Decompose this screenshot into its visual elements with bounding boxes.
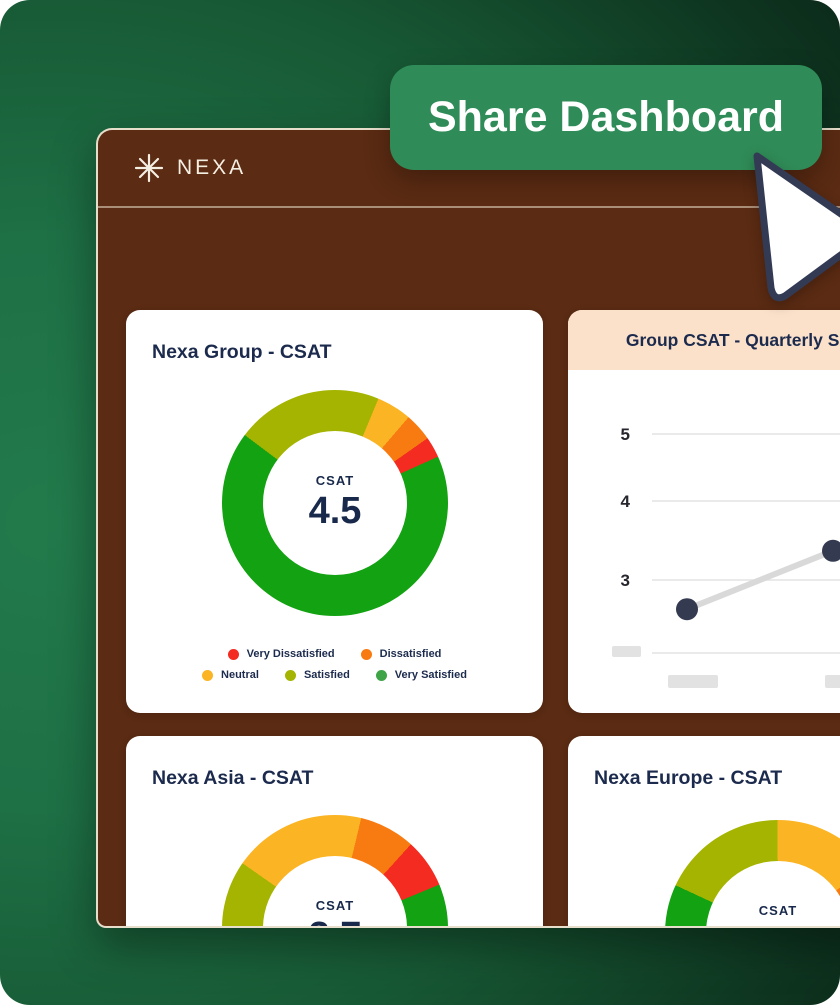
csat-label: CSAT bbox=[315, 473, 355, 488]
window-header: NEXA bbox=[98, 130, 840, 208]
europe-donut-chart: CSAT 4.3 bbox=[665, 820, 840, 926]
card-quarterly-scores: Group CSAT - Quarterly Scores 5 4 3 bbox=[568, 310, 840, 713]
brand-name: NEXA bbox=[177, 156, 247, 179]
card-title: Group CSAT - Quarterly Scores bbox=[625, 329, 840, 350]
csat-value: 4.5 bbox=[308, 490, 362, 532]
legend-item: Satisfied bbox=[284, 669, 350, 681]
card-title: Nexa Group - CSAT bbox=[152, 341, 332, 363]
legend-label: Very Dissatisfied bbox=[246, 648, 335, 660]
share-dashboard-button[interactable]: Share Dashboard bbox=[390, 65, 822, 170]
svg-text:5: 5 bbox=[621, 425, 630, 444]
legend-label: Dissatisfied bbox=[379, 648, 442, 660]
legend-label: Satisfied bbox=[303, 669, 350, 681]
svg-text:4: 4 bbox=[621, 492, 631, 511]
quarterly-line-chart: 5 4 3 bbox=[621, 425, 840, 654]
legend-dot-satisfied bbox=[284, 669, 296, 681]
dashboard-window: NEXA Nexa Group - CSAT CSAT 4.5 Very Dis bbox=[96, 128, 840, 928]
donut-center: CSAT 4.5 bbox=[263, 431, 407, 575]
group-donut-chart: CSAT 4.5 bbox=[222, 390, 448, 616]
card-nexa-asia: Nexa Asia - CSAT CSAT 3.7 bbox=[126, 736, 543, 926]
csat-value: 4.3 bbox=[752, 920, 805, 926]
csat-value: 3.7 bbox=[309, 915, 362, 926]
legend-dot-dissatisfied bbox=[360, 648, 372, 660]
legend-dot-very-satisfied bbox=[375, 669, 387, 681]
donut-center: CSAT 4.3 bbox=[706, 861, 840, 926]
card-title: Nexa Asia - CSAT bbox=[152, 767, 314, 789]
card-title: Nexa Europe - CSAT bbox=[594, 767, 783, 789]
legend-label: Very Satisfied bbox=[394, 669, 467, 681]
legend-item: Dissatisfied bbox=[360, 648, 442, 660]
csat-label: CSAT bbox=[315, 898, 355, 913]
nexa-asterisk-icon bbox=[134, 153, 164, 183]
legend-dot-very-dissatisfied bbox=[227, 648, 239, 660]
card-nexa-group: Nexa Group - CSAT CSAT 4.5 Very Dissatis… bbox=[126, 310, 543, 713]
donut-center: CSAT 3.7 bbox=[263, 856, 407, 926]
mouse-cursor-icon bbox=[753, 152, 840, 302]
legend-dot-neutral bbox=[202, 669, 214, 681]
card-nexa-europe: Nexa Europe - CSAT CSAT 4.3 bbox=[568, 736, 840, 926]
legend-item: Neutral bbox=[202, 669, 259, 681]
legend-row: Very Dissatisfied Dissatisfied bbox=[126, 648, 543, 660]
legend-item: Very Dissatisfied bbox=[227, 648, 335, 660]
window-body: Nexa Group - CSAT CSAT 4.5 Very Dissatis… bbox=[98, 208, 840, 926]
legend-item: Very Satisfied bbox=[375, 669, 467, 681]
legend-row: Neutral Satisfied Very Satisfied bbox=[126, 669, 543, 681]
csat-label: CSAT bbox=[758, 903, 798, 918]
x-label-placeholder bbox=[825, 675, 840, 688]
asia-donut-chart: CSAT 3.7 bbox=[222, 815, 448, 926]
quarterly-card-header: Group CSAT - Quarterly Scores bbox=[568, 310, 840, 370]
svg-text:3: 3 bbox=[621, 571, 630, 590]
x-label-placeholder bbox=[668, 675, 718, 688]
axis-label-placeholder bbox=[612, 646, 641, 657]
legend-label: Neutral bbox=[221, 669, 259, 681]
csat-legend: Very Dissatisfied Dissatisfied Neutral bbox=[126, 648, 543, 690]
